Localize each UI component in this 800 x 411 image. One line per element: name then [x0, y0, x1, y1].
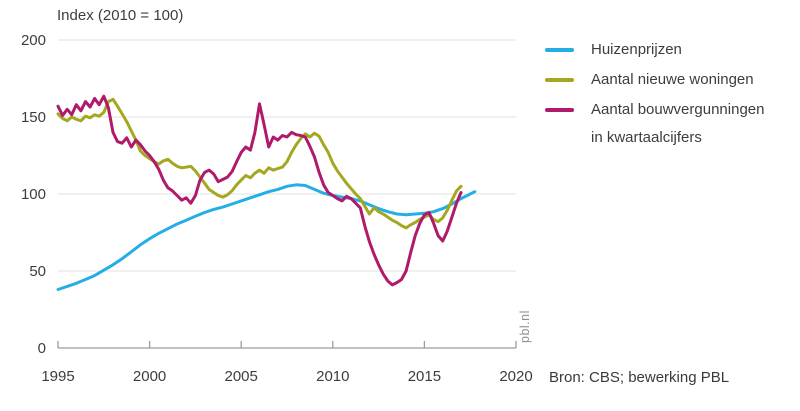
- svg-text:50: 50: [29, 263, 46, 280]
- legend-label: Aantal nieuwe woningen: [591, 71, 754, 88]
- svg-text:1995: 1995: [41, 368, 74, 385]
- x-axis-labels: 1995 2000 2005 2010 2015 2020: [41, 368, 532, 385]
- legend-label-line1: Aantal bouwvergunningen: [591, 101, 765, 118]
- svg-text:2000: 2000: [133, 368, 166, 385]
- legend-item-huizenprijzen: Huizenprijzen: [545, 40, 764, 60]
- svg-text:2005: 2005: [225, 368, 258, 385]
- source-note: Bron: CBS; bewerking PBL: [549, 369, 730, 386]
- chart-legend: Huizenprijzen Aantal nieuwe woningen Aan…: [545, 40, 764, 158]
- legend-item-nieuwe-woningen: Aantal nieuwe woningen: [545, 70, 764, 90]
- series-line-aantal-bouwvergunningen: [56, 94, 463, 287]
- y-axis-labels: 0 50 100 150 200: [21, 32, 46, 357]
- svg-text:2015: 2015: [408, 368, 441, 385]
- legend-label: Aantal bouwvergunningen in kwartaalcijfer…: [591, 100, 764, 148]
- series-line-aantal-nieuwe-woningen: [56, 97, 463, 230]
- legend-swatch-nieuwe-woningen: [545, 78, 574, 82]
- svg-text:2010: 2010: [316, 368, 349, 385]
- legend-swatch-huizenprijzen: [545, 48, 574, 52]
- chart-title: Index (2010 = 100): [57, 7, 184, 24]
- legend-item-bouwvergunningen: Aantal bouwvergunningen in kwartaalcijfer…: [545, 100, 764, 148]
- legend-label-line2: in kwartaalcijfers: [591, 129, 702, 146]
- svg-text:100: 100: [21, 186, 46, 203]
- x-axis-ticks: [57, 341, 517, 348]
- svg-text:200: 200: [21, 32, 46, 49]
- legend-label: Huizenprijzen: [591, 41, 682, 58]
- pbl-watermark: pbl.nl: [518, 310, 532, 343]
- legend-swatch-bouwvergunningen: [545, 108, 574, 112]
- svg-text:0: 0: [38, 340, 46, 357]
- svg-text:150: 150: [21, 109, 46, 126]
- svg-text:2020: 2020: [499, 368, 532, 385]
- gridlines: [58, 39, 516, 349]
- series-line-huizenprijzen: [56, 183, 477, 291]
